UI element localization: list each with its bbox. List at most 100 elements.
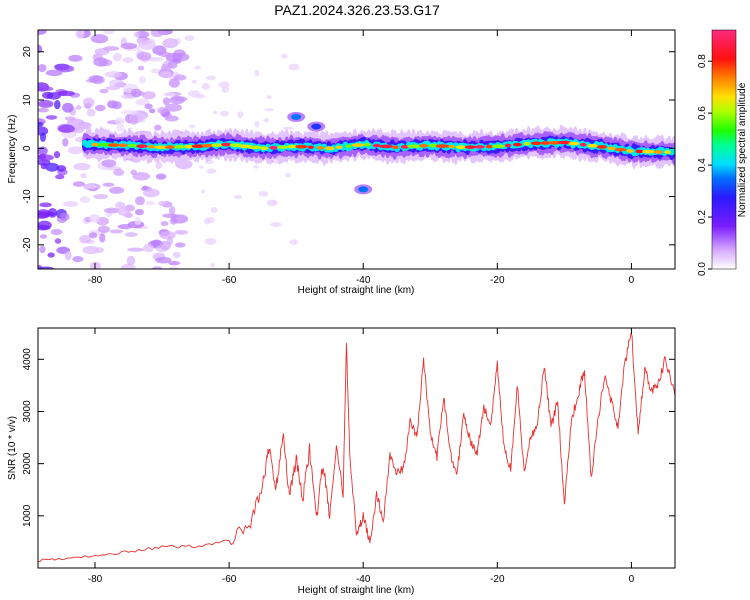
heatmap-cell bbox=[291, 113, 302, 120]
heatmap-cell bbox=[90, 34, 109, 44]
spectrogram-y-tick-label: 10 bbox=[22, 94, 33, 106]
heatmap-cell bbox=[72, 255, 84, 263]
heatmap-cell bbox=[45, 162, 60, 172]
heatmap-cell bbox=[448, 144, 455, 149]
heatmap-cell bbox=[112, 101, 122, 110]
heatmap-cell bbox=[138, 76, 147, 84]
heatmap-cell bbox=[134, 216, 142, 226]
heatmap-cell bbox=[155, 161, 163, 170]
heatmap-cell bbox=[50, 228, 63, 236]
snr-series-line bbox=[38, 332, 675, 563]
heatmap-cell bbox=[363, 142, 371, 147]
heatmap-cell bbox=[557, 140, 572, 145]
heatmap-cell bbox=[345, 144, 352, 148]
heatmap-cell bbox=[145, 200, 155, 206]
heatmap-cell bbox=[97, 143, 112, 147]
heatmap-cell bbox=[407, 144, 422, 149]
heatmap-cell bbox=[137, 51, 152, 61]
heatmap-cell bbox=[201, 143, 214, 148]
heatmap-cell bbox=[113, 168, 125, 177]
heatmap-cell bbox=[38, 64, 47, 73]
snr-frame bbox=[37, 327, 676, 569]
heatmap-cell bbox=[626, 149, 634, 153]
heatmap-cell bbox=[38, 107, 49, 113]
heatmap-cell bbox=[504, 143, 512, 148]
spectrogram-heatmap bbox=[38, 30, 675, 269]
heatmap-cell bbox=[142, 188, 160, 198]
heatmap-cell bbox=[523, 142, 531, 146]
heatmap-cell bbox=[664, 150, 672, 154]
heatmap-cell bbox=[210, 207, 218, 213]
heatmap-cell bbox=[137, 65, 145, 71]
snr-y-tick-label: 3000 bbox=[22, 400, 33, 423]
heatmap-cell bbox=[143, 243, 154, 253]
heatmap-cell bbox=[93, 247, 104, 253]
heatmap-cell bbox=[157, 107, 168, 114]
heatmap-cell bbox=[164, 103, 182, 112]
heatmap-cell bbox=[160, 221, 169, 226]
heatmap-cell bbox=[273, 160, 280, 164]
heatmap-cell bbox=[530, 141, 542, 146]
heatmap-cell bbox=[269, 222, 282, 227]
snr-x-ticks: -80 -60 -40 -20 0 bbox=[88, 328, 635, 585]
heatmap-cell bbox=[168, 78, 180, 88]
heatmap-cell bbox=[79, 234, 92, 244]
heatmap-cell bbox=[205, 75, 216, 81]
heatmap-cell bbox=[207, 216, 215, 224]
heatmap-cell bbox=[289, 239, 299, 245]
snr-x-tick-label: -40 bbox=[356, 574, 371, 585]
heatmap-cell bbox=[184, 35, 195, 42]
spectrogram-frame bbox=[37, 29, 676, 270]
heatmap-cell bbox=[266, 199, 278, 207]
heatmap-cell bbox=[88, 214, 101, 223]
heatmap-cell bbox=[579, 142, 587, 147]
heatmap-cell bbox=[93, 57, 109, 67]
heatmap-cell bbox=[485, 144, 493, 149]
heatmap-cell bbox=[136, 144, 148, 148]
heatmap-cell bbox=[428, 143, 438, 148]
heatmap-cell bbox=[132, 171, 151, 181]
heatmap-cell bbox=[86, 108, 96, 117]
heatmap-cell bbox=[99, 88, 109, 94]
heatmap-cell bbox=[191, 79, 198, 84]
heatmap-cell bbox=[153, 124, 162, 131]
heatmap-cell bbox=[670, 147, 675, 155]
heatmap-cell bbox=[174, 242, 186, 248]
heatmap-cell bbox=[266, 95, 272, 100]
snr-x-tick-label: -20 bbox=[490, 574, 505, 585]
heatmap-cell bbox=[38, 30, 47, 35]
heatmap-cell bbox=[204, 237, 217, 245]
spectrogram-y-tick-label: -20 bbox=[22, 237, 33, 252]
heatmap-cell bbox=[161, 64, 169, 72]
snr-y-ticks: 1000 2000 3000 4000 bbox=[22, 348, 675, 527]
heatmap-cell bbox=[288, 63, 300, 71]
heatmap-cell bbox=[155, 173, 167, 180]
heatmap-cell bbox=[158, 200, 166, 207]
heatmap-cell bbox=[168, 261, 181, 266]
heatmap-cell bbox=[400, 145, 409, 149]
heatmap-cell bbox=[79, 196, 91, 203]
spectrogram-y-tick-label: 0 bbox=[22, 145, 33, 151]
heatmap-cell bbox=[191, 144, 205, 149]
colorbar-label: Normalized spectral amplitude bbox=[737, 82, 748, 217]
heatmap-cell bbox=[38, 121, 44, 127]
heatmap-cell bbox=[38, 99, 54, 108]
heatmap-cell bbox=[162, 97, 171, 106]
heatmap-cell bbox=[45, 115, 58, 120]
heatmap-cell bbox=[358, 186, 369, 193]
heatmap-cell bbox=[122, 56, 134, 64]
heatmap-cell bbox=[109, 229, 124, 234]
spectrogram-y-tick-label: 20 bbox=[22, 46, 33, 58]
heatmap-cell bbox=[210, 262, 215, 268]
colorbar-gradient bbox=[711, 29, 737, 270]
heatmap-cell bbox=[63, 201, 79, 207]
heatmap-cell bbox=[142, 91, 156, 100]
heatmap-cell bbox=[45, 69, 63, 77]
heatmap-cell bbox=[38, 86, 54, 92]
heatmap-cell bbox=[221, 142, 232, 147]
heatmap-cell bbox=[104, 207, 120, 214]
heatmap-cell bbox=[93, 193, 108, 200]
heatmap-cell bbox=[83, 184, 98, 190]
heatmap-cell bbox=[568, 141, 580, 146]
heatmap-cell bbox=[234, 194, 242, 200]
